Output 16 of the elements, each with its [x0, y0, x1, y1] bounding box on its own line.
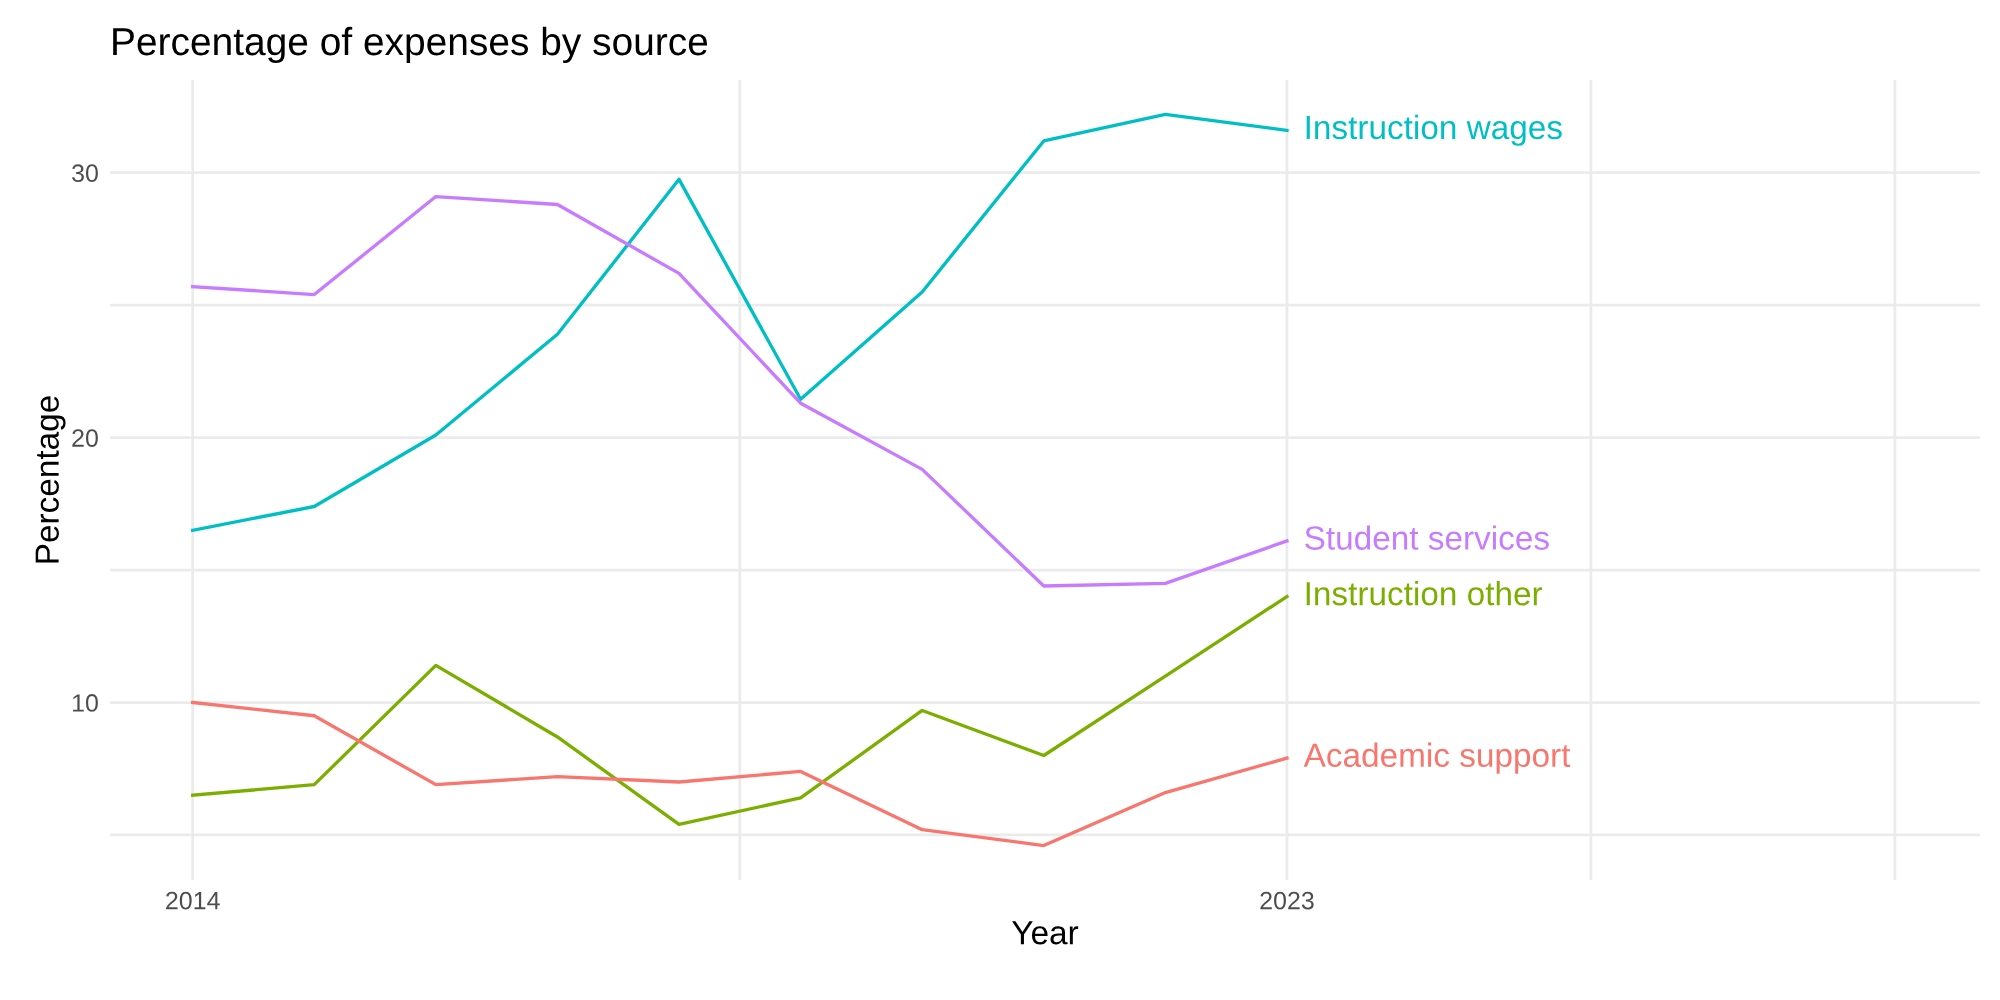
x-tick-label: 2023 [1260, 891, 1314, 910]
chart-title: Percentage of expenses by source [113, 26, 708, 64]
series-label: Instruction other [1306, 581, 1543, 606]
series-label: Academic support [1303, 742, 1571, 774]
line-series [191, 594, 1289, 827]
series-label: Instruction wages [1306, 114, 1562, 146]
line-series [191, 112, 1289, 532]
line-series [191, 194, 1289, 588]
y-axis-title: Percentage [35, 396, 66, 563]
x-tick-label: 2014 [166, 891, 220, 910]
y-tick-label: 20 [72, 429, 98, 447]
x-axis-title: Year [1012, 921, 1079, 945]
y-tick-label: 10 [72, 694, 98, 712]
line-series [191, 700, 1289, 848]
series-label: Student services [1305, 525, 1549, 550]
y-tick-label: 30 [72, 164, 98, 183]
